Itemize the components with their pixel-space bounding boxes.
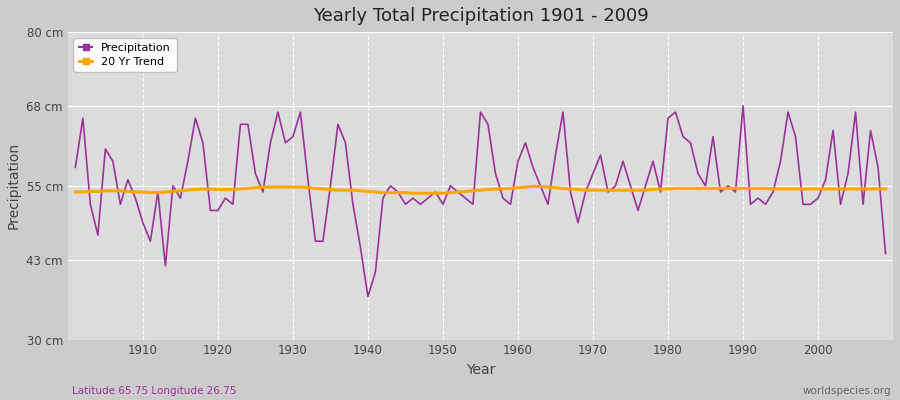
X-axis label: Year: Year (466, 363, 495, 377)
Y-axis label: Precipitation: Precipitation (7, 142, 21, 230)
Text: Latitude 65.75 Longitude 26.75: Latitude 65.75 Longitude 26.75 (72, 386, 237, 396)
Title: Yearly Total Precipitation 1901 - 2009: Yearly Total Precipitation 1901 - 2009 (312, 7, 648, 25)
Legend: Precipitation, 20 Yr Trend: Precipitation, 20 Yr Trend (74, 38, 176, 72)
Text: worldspecies.org: worldspecies.org (803, 386, 891, 396)
